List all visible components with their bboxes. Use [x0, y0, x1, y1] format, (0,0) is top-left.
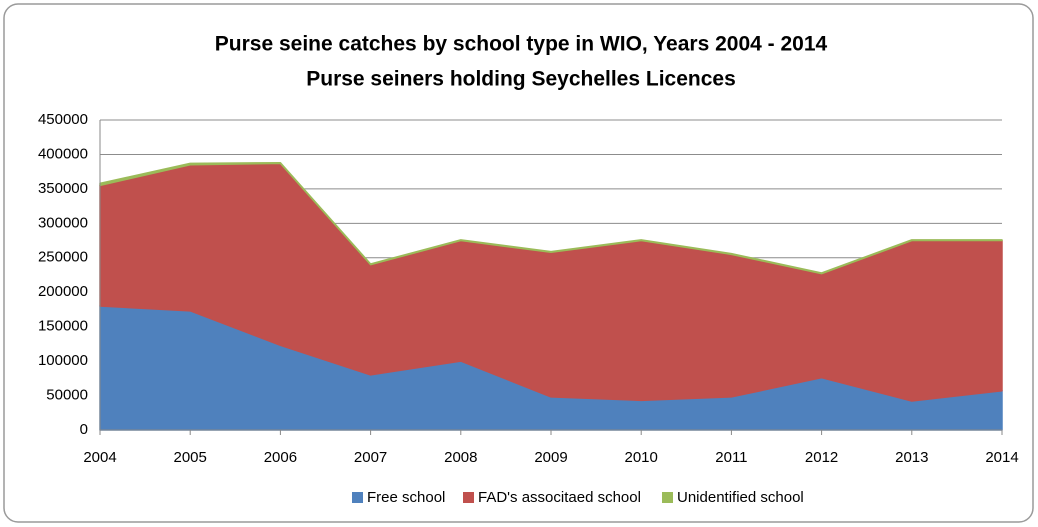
x-tick-label: 2011 — [715, 449, 747, 466]
chart-title: Purse seine catches by school type in WI… — [215, 33, 828, 56]
x-tick-label: 2008 — [444, 449, 477, 466]
y-tick-label: 400000 — [38, 145, 88, 162]
legend-swatch — [463, 492, 474, 503]
area — [99, 161, 1003, 275]
y-tick-label: 450000 — [38, 111, 88, 128]
legend-label: Unidentified school — [677, 489, 804, 506]
y-tick-label: 200000 — [38, 283, 88, 300]
legend-swatch — [352, 492, 363, 503]
y-tick-label: 350000 — [38, 180, 88, 197]
y-tick-label: 100000 — [38, 352, 88, 369]
legend-swatch — [662, 492, 673, 503]
y-tick-label: 0 — [80, 421, 88, 438]
x-tick-label: 2005 — [174, 449, 207, 466]
x-tick-label: 2007 — [354, 449, 387, 466]
y-tick-label: 250000 — [38, 249, 88, 266]
x-tick-label: 2012 — [805, 449, 838, 466]
legend-label: FAD's associtaed school — [478, 489, 641, 506]
x-tick-label: 2010 — [625, 449, 658, 466]
x-tick-label: 2004 — [83, 449, 116, 466]
y-tick-label: 300000 — [38, 214, 88, 231]
legend-label: Free school — [367, 489, 445, 506]
x-tick-label: 2006 — [264, 449, 297, 466]
x-tick-label: 2013 — [895, 449, 928, 466]
chart-subtitle: Purse seiners holding Seychelles Licence… — [306, 68, 736, 91]
y-tick-label: 50000 — [46, 387, 88, 404]
x-tick-label: 2014 — [985, 449, 1018, 466]
y-tick-label: 150000 — [38, 318, 88, 335]
x-tick-label: 2009 — [534, 449, 567, 466]
